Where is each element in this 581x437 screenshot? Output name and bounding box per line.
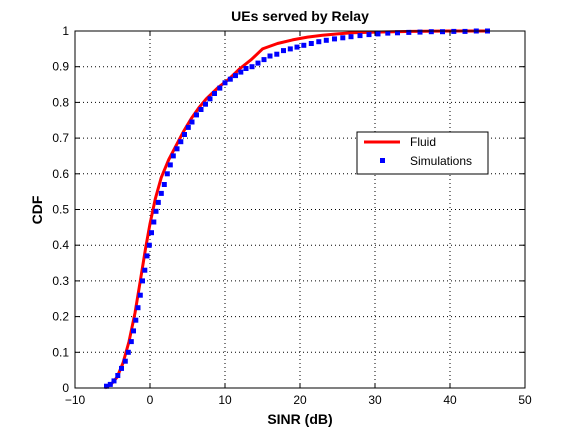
simulation-point (385, 30, 391, 36)
simulation-point (227, 76, 233, 82)
y-tick-label: 0.2 (52, 310, 69, 324)
simulation-point (440, 29, 445, 35)
simulation-point (158, 190, 164, 196)
simulation-point (217, 85, 223, 91)
x-tick-label: 30 (368, 393, 382, 407)
simulation-point (115, 373, 121, 378)
simulation-point (255, 60, 261, 66)
simulation-point (340, 35, 346, 41)
simulation-point (301, 42, 307, 48)
simulation-point (308, 41, 314, 46)
chart-title: UEs served by Relay (231, 8, 369, 24)
y-tick-label: 0.4 (52, 238, 69, 252)
simulation-point (149, 230, 154, 236)
simulation-point (135, 305, 141, 311)
simulation-point (287, 46, 293, 52)
y-tick-label: 0.9 (52, 60, 69, 74)
simulation-point (348, 34, 354, 40)
legend-marker-simulations (380, 158, 385, 163)
simulation-point (417, 29, 423, 35)
simulation-point (178, 139, 184, 145)
simulation-point (137, 292, 143, 298)
simulation-point (366, 32, 372, 38)
simulation-point (395, 30, 400, 36)
simulation-point (316, 39, 322, 45)
x-tick-label: 10 (218, 393, 232, 407)
simulation-point (357, 33, 363, 39)
simulation-point (274, 51, 280, 57)
simulation-point (104, 383, 109, 389)
legend-box (356, 131, 489, 175)
grid-lines (75, 31, 525, 388)
simulation-point (142, 267, 148, 273)
simulation-point (203, 101, 208, 107)
simulation-point (151, 219, 157, 225)
y-tick-label: 0.3 (52, 274, 69, 288)
simulation-point (243, 66, 249, 71)
simulation-point (140, 278, 145, 284)
y-tick-label: 0.5 (52, 203, 69, 217)
simulation-point (133, 317, 139, 323)
simulation-point (294, 44, 300, 50)
series-layer (104, 28, 490, 390)
y-tick-label: 0 (62, 381, 69, 395)
simulation-point (122, 358, 128, 364)
simulation-point (222, 80, 228, 86)
simulation-point (119, 365, 124, 371)
legend-label-fluid: Fluid (410, 135, 436, 149)
legend: Fluid Simulations (356, 131, 489, 175)
simulation-point (185, 124, 191, 130)
axis-ticks: −10 0 10 20 30 40 5000.10.20.30.40.50.60.70.80… (52, 24, 532, 407)
simulation-point (249, 64, 255, 70)
simulation-point (332, 36, 337, 42)
x-tick-label: 40 (443, 393, 457, 407)
y-tick-label: 0.6 (52, 167, 69, 181)
simulation-point (281, 48, 286, 54)
simulation-point (267, 53, 273, 59)
simulation-point (198, 107, 204, 112)
simulation-point (323, 37, 329, 43)
x-axis-label: SINR (dB) (267, 411, 332, 427)
simulation-point (406, 29, 412, 35)
simulation-point (182, 132, 187, 137)
simulation-point (131, 328, 136, 334)
simulation-point (161, 182, 167, 187)
simulation-point (111, 378, 117, 384)
y-axis-label: CDF (29, 195, 45, 224)
simulation-point (189, 119, 195, 125)
simulation-point (153, 208, 159, 214)
y-tick-label: 0.7 (52, 131, 69, 145)
simulation-point (144, 253, 150, 259)
simulation-point (212, 91, 217, 96)
simulation-point (194, 112, 199, 118)
x-tick-label: 50 (518, 393, 532, 407)
y-tick-label: 1 (62, 24, 69, 38)
simulation-point (261, 57, 267, 63)
simulation-point (155, 199, 161, 205)
y-tick-label: 0.8 (52, 95, 69, 109)
simulation-point (164, 171, 170, 177)
simulation-point (146, 242, 152, 248)
simulation-point (107, 381, 113, 387)
simulation-point (128, 339, 134, 345)
simulation-point (375, 31, 381, 37)
simulation-point (125, 349, 131, 355)
simulation-point (233, 73, 238, 79)
simulation-point (174, 146, 180, 152)
y-tick-label: 0.1 (52, 345, 69, 359)
legend-label-simulations: Simulations (410, 154, 472, 168)
simulation-point (167, 162, 173, 168)
simulation-point (238, 69, 244, 75)
simulation-point (207, 96, 213, 102)
x-tick-label: 0 (147, 393, 154, 407)
x-tick-label: −10 (65, 393, 86, 407)
simulation-point (170, 153, 176, 159)
simulation-point (428, 29, 434, 35)
x-tick-label: 20 (293, 393, 307, 407)
